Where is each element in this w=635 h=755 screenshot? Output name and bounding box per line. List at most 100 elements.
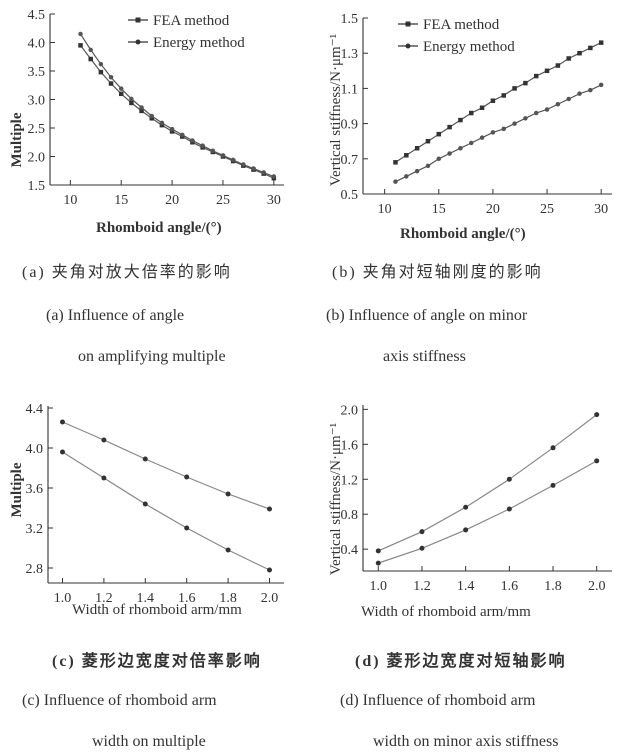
- chart-b-series-1-point: [566, 56, 571, 61]
- chart-a-legend-marker: [135, 39, 141, 45]
- chart-d-series-2-point: [594, 458, 600, 464]
- chart-b-series-1-point: [479, 105, 485, 111]
- chart-d-ytick-label: 0.8: [341, 508, 359, 523]
- chart-d-series-1-line: [378, 414, 598, 552]
- chart-c-series-1-point: [267, 506, 273, 512]
- chart-b-series-2-point: [458, 145, 463, 151]
- chart-b-series-2-point: [447, 151, 452, 156]
- chart-a-series-1-line: [80, 44, 275, 179]
- chart-a-series-1-point: [149, 116, 154, 121]
- chart-a-series-1-point: [169, 129, 175, 134]
- chart-c-series-2-line: [62, 451, 270, 571]
- chart-a-legend-item: Energy method: [128, 35, 245, 51]
- chart-d-ytick-label: 2.0: [341, 403, 359, 418]
- chart-a-series-2-point: [190, 138, 195, 143]
- chart-b-series-2-point: [490, 130, 496, 135]
- chart-a-ylabel: Multiple: [9, 112, 25, 167]
- chart-c-width-vs-multiple: 2.8 3.2 3.6 4.0 4.4 1.0 1.2 1.4 1.6 1.8 2.0 Width …: [9, 402, 284, 618]
- chart-a-xtick-label: 30: [267, 193, 281, 208]
- chart-a-ytick-label: 1.5: [28, 179, 46, 194]
- chart-b-xtick-label: 10: [378, 202, 392, 217]
- chart-b-series-2-point: [501, 126, 506, 132]
- chart-a-series-1-point: [159, 122, 165, 128]
- chart-a-angle-vs-multiple: 1.5 2.0 2.5 3.0 3.5 4.0 4.5 10 15 20 25 30 FEA metho…: [9, 8, 284, 236]
- chart-a-series-2-point: [159, 120, 165, 126]
- chart-a-series-2-point: [88, 47, 93, 53]
- chart-b-series-1-point: [577, 50, 582, 56]
- chart-b-series-2-point: [544, 107, 550, 112]
- chart-b-series-2-point: [577, 91, 582, 96]
- chart-c-series-1-point: [184, 474, 190, 480]
- chart-d-xtick-label: 1.4: [457, 579, 475, 594]
- chart-a-legend-label: Energy method: [153, 35, 245, 51]
- chart-c-series-1-line: [62, 421, 270, 510]
- chart-c-ytick-label: 3.2: [26, 522, 44, 537]
- chart-b-legend-marker: [405, 21, 411, 27]
- chart-b-series-1-point: [393, 160, 398, 165]
- chart-c-xtick-label: 2.0: [261, 591, 279, 606]
- chart-b-legend-marker: [405, 43, 411, 49]
- chart-d-xtick-label: 2.0: [588, 579, 606, 594]
- chart-a-legend-marker: [135, 17, 141, 23]
- chart-b-xtick-label: 30: [594, 202, 608, 217]
- chart-b-series-1-point: [458, 117, 463, 123]
- chart-c-series-1-point: [225, 491, 231, 497]
- chart-a-series-1-point: [118, 91, 124, 97]
- chart-c-series-1-point: [101, 437, 107, 443]
- chart-b-series-1-point: [533, 73, 539, 79]
- chart-d-series-1-point: [506, 476, 512, 482]
- chart-a-series-2-point: [129, 96, 134, 102]
- chart-d-series-1-point: [594, 412, 600, 418]
- caption-b-en-line2: axis stiffness: [383, 348, 466, 365]
- chart-a-series-2-line: [79, 33, 275, 178]
- caption-d-en-line1: (d) Influence of rhomboid arm: [340, 692, 536, 709]
- chart-a-plot: 1.5 2.0 2.5 3.0 3.5 4.0 4.5 10 15 20 25 30 FEA metho…: [28, 8, 284, 208]
- chart-b-series-2-point: [425, 163, 431, 169]
- chart-c-series-2-point: [101, 475, 107, 481]
- chart-b-series-1-point: [523, 80, 528, 86]
- chart-c-series-2-point: [184, 525, 190, 531]
- chart-b-xtick-label: 20: [486, 202, 500, 217]
- chart-b-series-2-point: [393, 179, 398, 184]
- chart-a-series-2-point: [261, 170, 266, 175]
- chart-b-series-1-point: [501, 93, 506, 98]
- caption-a-en-line2: on amplifying multiple: [78, 348, 226, 365]
- chart-c-ytick-label: 4.4: [26, 402, 44, 417]
- chart-b-legend-item: FEA method: [398, 17, 500, 33]
- chart-c-series-2-point: [59, 449, 65, 455]
- chart-a-series-2-point: [241, 162, 246, 167]
- chart-a-series-2-point: [98, 61, 104, 67]
- chart-b-series-2-point: [512, 121, 517, 126]
- chart-b-ylabel: Vertical stiffness/N·μm⁻¹: [328, 34, 344, 186]
- chart-c-xtick-label: 1.6: [178, 591, 196, 606]
- chart-b-series-1-point: [512, 86, 517, 91]
- chart-a-series-2-point: [169, 126, 175, 132]
- chart-d-ytick-label: 0.4: [341, 543, 359, 558]
- chart-b-series-1-point: [404, 153, 409, 158]
- chart-a-series-2-point: [180, 132, 185, 138]
- chart-d-ytick-label: 1.2: [341, 473, 359, 488]
- chart-b-series-1-point: [598, 40, 604, 45]
- chart-a-ytick-label: 3.5: [28, 65, 46, 80]
- chart-a-series-2-point: [78, 31, 83, 37]
- chart-a-series-1-point: [139, 108, 144, 114]
- chart-b-series-2-point: [598, 82, 604, 88]
- chart-c-series-2-point: [142, 501, 148, 507]
- caption-a-en-line1: (a) Influence of angle: [46, 307, 185, 324]
- chart-b-series-2-point: [404, 174, 409, 179]
- chart-d-series-2-point: [375, 560, 381, 566]
- chart-a-series-2-point: [210, 148, 216, 154]
- chart-b-series-2-point: [533, 110, 539, 116]
- chart-b-series-1-point: [425, 138, 431, 144]
- chart-b-legend-item: Energy method: [398, 39, 515, 55]
- chart-b-series-1-point: [414, 145, 420, 151]
- caption-b-zh: (b) 夹角对短轴刚度的影响: [332, 264, 543, 281]
- chart-c-ytick-label: 2.8: [26, 562, 44, 577]
- chart-d-series-2-point: [506, 506, 512, 512]
- chart-a-ytick-label: 2.5: [28, 122, 46, 137]
- chart-d-series-2-point: [419, 545, 425, 551]
- chart-c-ytick-label: 4.0: [26, 442, 44, 457]
- chart-d-width-vs-stiffness: 0.4 0.8 1.2 1.6 2.0 1.0 1.2 1.4 1.6 1.8 2.0 Width …: [328, 403, 612, 620]
- chart-d-series-2-line: [378, 460, 597, 564]
- chart-b-series-2-point: [479, 135, 485, 140]
